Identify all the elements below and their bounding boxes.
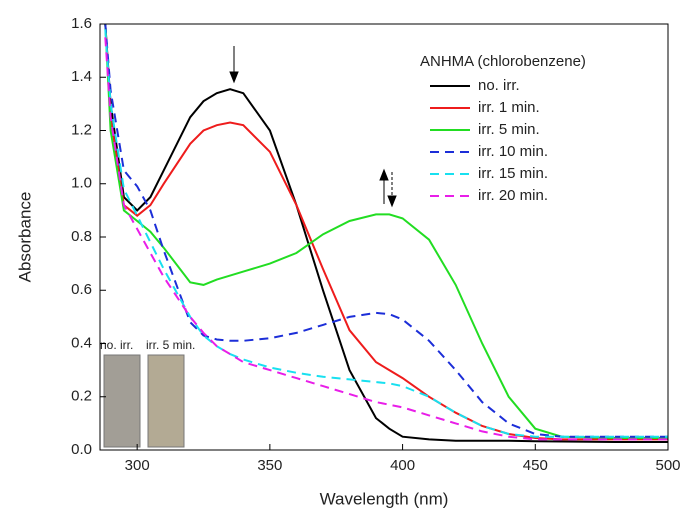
legend-label: no. irr. xyxy=(478,77,520,94)
y-tick-label: 1.6 xyxy=(71,15,92,32)
legend-label: irr. 5 min. xyxy=(478,121,540,138)
legend-title: ANHMA (chlorobenzene) xyxy=(420,53,586,70)
inset-label: no. irr. xyxy=(100,338,133,352)
inset-label: irr. 5 min. xyxy=(146,338,195,352)
series-line xyxy=(104,24,668,438)
y-tick-label: 1.0 xyxy=(71,175,92,192)
y-tick-label: 0.0 xyxy=(71,441,92,458)
arrows xyxy=(229,46,397,208)
x-tick-label: 350 xyxy=(257,457,282,474)
x-axis-title: Wavelength (nm) xyxy=(320,489,449,508)
legend-label: irr. 20 min. xyxy=(478,187,548,204)
series-line xyxy=(104,24,668,439)
y-tick-label: 0.2 xyxy=(71,388,92,405)
plot-lines xyxy=(104,24,668,443)
legend-label: irr. 15 min. xyxy=(478,165,548,182)
x-tick-label: 300 xyxy=(125,457,150,474)
series-line xyxy=(104,24,668,441)
series-line xyxy=(104,24,668,443)
series-line xyxy=(104,29,668,438)
y-tick-label: 1.2 xyxy=(71,121,92,138)
series-line xyxy=(104,37,668,441)
y-tick-label: 0.6 xyxy=(71,281,92,298)
y-tick-label: 0.4 xyxy=(71,334,92,351)
y-tick-label: 0.8 xyxy=(71,228,92,245)
x-tick-label: 400 xyxy=(390,457,415,474)
y-tick-label: 1.4 xyxy=(71,68,92,85)
inset-photo: no. irr. irr. 5 min. xyxy=(100,338,195,448)
plot-frame xyxy=(99,23,669,451)
legend-label: irr. 1 min. xyxy=(478,99,540,116)
legend-label: irr. 10 min. xyxy=(478,143,548,160)
x-tick-label: 500 xyxy=(655,457,680,474)
y-axis-title: Absorbance xyxy=(15,192,34,283)
x-tick-label: 450 xyxy=(523,457,548,474)
